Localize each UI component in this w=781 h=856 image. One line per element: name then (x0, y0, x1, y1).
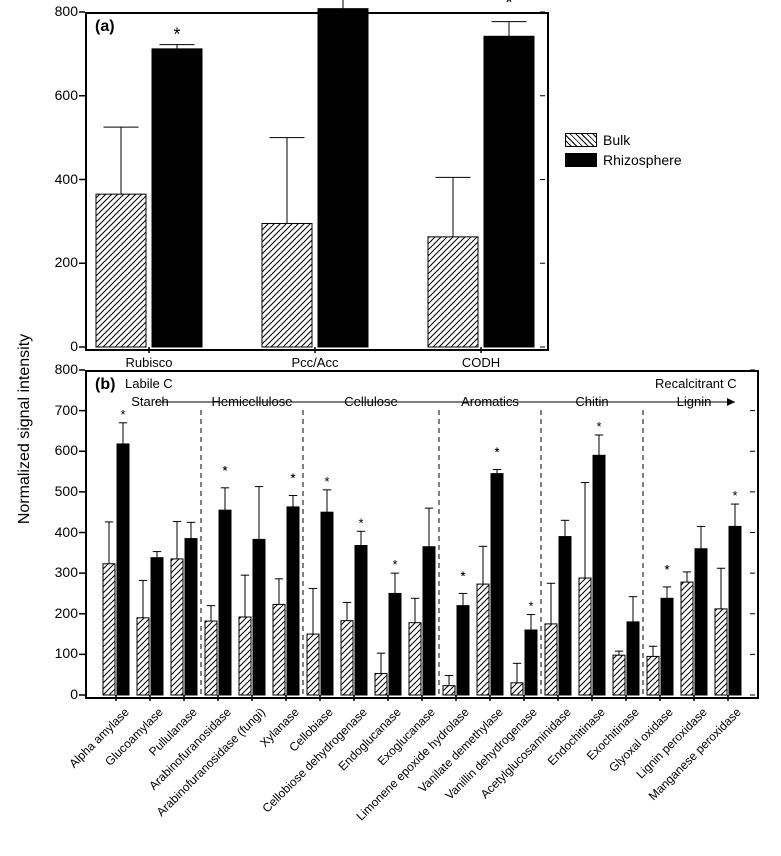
significance-marker: ** (494, 445, 499, 460)
ytick-label: 600 (40, 87, 78, 103)
bar-bulk (205, 621, 217, 695)
ytick-label: 0 (40, 338, 78, 354)
ytick-label: 0 (40, 686, 78, 702)
bar-bulk (239, 617, 251, 695)
bar-bulk (579, 578, 591, 695)
significance-marker: ** (290, 471, 295, 486)
panel-label: (a) (95, 18, 115, 36)
legend-label: Rhizosphere (603, 152, 682, 168)
bar-bulk (375, 673, 387, 695)
legend: Bulk Rhizosphere (565, 132, 682, 172)
bar-rhizosphere (185, 539, 197, 695)
bar-bulk (681, 582, 693, 695)
bar-bulk (103, 564, 115, 695)
ytick-label: 800 (40, 3, 78, 19)
significance-marker: * (596, 419, 601, 434)
significance-marker: ** (460, 568, 465, 583)
bar-rhizosphere (627, 622, 639, 695)
significance-marker: * (324, 474, 329, 489)
significance-marker: * (528, 599, 533, 614)
bar-bulk (341, 621, 353, 695)
section-label: Cellulose (316, 394, 426, 409)
significance-marker: * (392, 557, 397, 572)
significance-marker: * (732, 488, 737, 503)
bar-bulk (273, 604, 285, 695)
bar-bulk (307, 634, 319, 695)
bar-bulk (715, 609, 727, 695)
section-label: Chitin (537, 394, 647, 409)
bar-rhizosphere (695, 549, 707, 695)
bar-bulk (647, 656, 659, 695)
legend-label: Bulk (603, 132, 630, 148)
legend-item: Rhizosphere (565, 152, 682, 168)
bar-rhizosphere (457, 606, 469, 695)
section-label: Aromatics (435, 394, 545, 409)
ytick-label: 200 (40, 605, 78, 621)
bar-rhizosphere (219, 510, 231, 695)
bar-bulk (613, 655, 625, 695)
ytick-label: 700 (40, 402, 78, 418)
significance-marker: * (358, 515, 363, 530)
ytick-label: 200 (40, 254, 78, 270)
bar-rhizosphere (661, 598, 673, 695)
recalcitrant-c-label: Recalcitrant C (655, 376, 737, 391)
bar-bulk (545, 624, 557, 695)
figure-root: Normalized signal intensity **** *******… (0, 0, 781, 853)
ytick-label: 800 (40, 361, 78, 377)
xtick-label: Pcc/Acc (265, 355, 365, 370)
bar-rhizosphere (729, 526, 741, 695)
bar-rhizosphere (287, 507, 299, 695)
ytick-label: 500 (40, 483, 78, 499)
panel-label: (b) (95, 376, 115, 394)
bar-rhizosphere (423, 547, 435, 695)
labile-c-label: Labile C (125, 376, 173, 391)
xtick-label: CODH (431, 355, 531, 370)
bar-rhizosphere (151, 558, 163, 695)
bar-bulk (137, 618, 149, 695)
section-label: Lignin (639, 394, 749, 409)
ytick-label: 300 (40, 564, 78, 580)
bar-rhizosphere (491, 474, 503, 695)
section-label: Hemicellulose (197, 394, 307, 409)
bar-rhizosphere (559, 537, 571, 695)
ytick-label: 400 (40, 171, 78, 187)
significance-marker: * (120, 407, 125, 422)
bar-rhizosphere (389, 593, 401, 695)
xtick-label: Rubisco (99, 355, 199, 370)
bar-rhizosphere (525, 630, 537, 695)
ytick-label: 400 (40, 524, 78, 540)
bar-bulk (171, 559, 183, 695)
legend-swatch (565, 153, 597, 167)
section-label: Starch (95, 394, 205, 409)
significance-marker: ** (664, 562, 669, 577)
bar-rhizosphere (321, 512, 333, 695)
ytick-label: 100 (40, 645, 78, 661)
legend-item: Bulk (565, 132, 682, 148)
bar-bulk (409, 623, 421, 695)
legend-swatch (565, 133, 597, 147)
significance-marker: ** (222, 463, 227, 478)
bar-bulk (511, 683, 523, 695)
bar-bulk (477, 584, 489, 695)
bar-bulk (443, 686, 455, 695)
bar-rhizosphere (117, 444, 129, 695)
bar-rhizosphere (355, 546, 367, 696)
bar-rhizosphere (253, 539, 265, 695)
ytick-label: 600 (40, 442, 78, 458)
bar-rhizosphere (593, 455, 605, 695)
